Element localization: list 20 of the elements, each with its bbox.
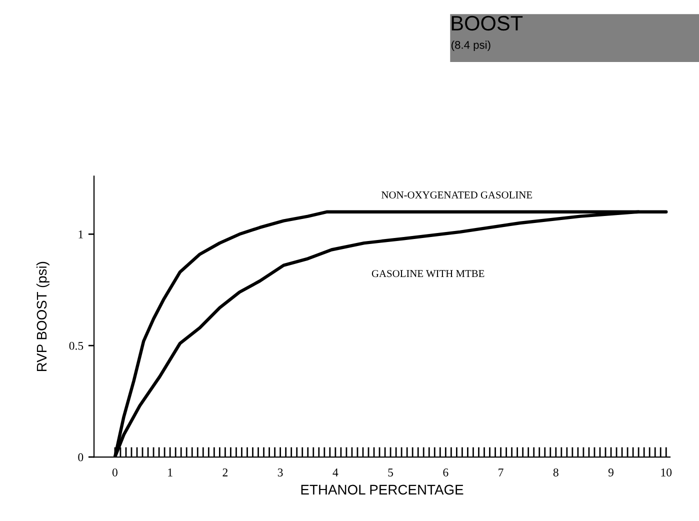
chart-title: BOOST xyxy=(452,16,523,31)
x-tick-label: 3 xyxy=(278,468,283,476)
x-tick-label: 0 xyxy=(112,468,118,476)
y-axis-title: RVP BOOST (psi) xyxy=(36,262,50,372)
x-tick-label: 2 xyxy=(222,468,228,476)
y-tick-label: 0.5 xyxy=(69,342,84,350)
x-axis-title: ETHANOL PERCENTAGE xyxy=(301,484,464,495)
chart-subtitle: (8.4 psi) xyxy=(452,40,490,52)
y-tick-label: 0 xyxy=(78,453,84,462)
x-tick-label: 5 xyxy=(388,468,394,476)
text: GASOLINE WITH MTBE xyxy=(372,270,484,278)
x-tick-label: 8 xyxy=(553,468,558,476)
series-label: NON-OXYGENATED GASOLINE xyxy=(382,191,532,198)
x-tick-label: 1 xyxy=(168,468,172,476)
x-tick-label: 7 xyxy=(498,468,504,476)
x-tick-label: 10 xyxy=(661,468,672,476)
y-tick-label: 1 xyxy=(78,230,83,238)
x-tick-label: 4 xyxy=(332,468,338,476)
x-tick-label: 6 xyxy=(443,468,448,476)
x-tick-label: 9 xyxy=(608,468,614,476)
